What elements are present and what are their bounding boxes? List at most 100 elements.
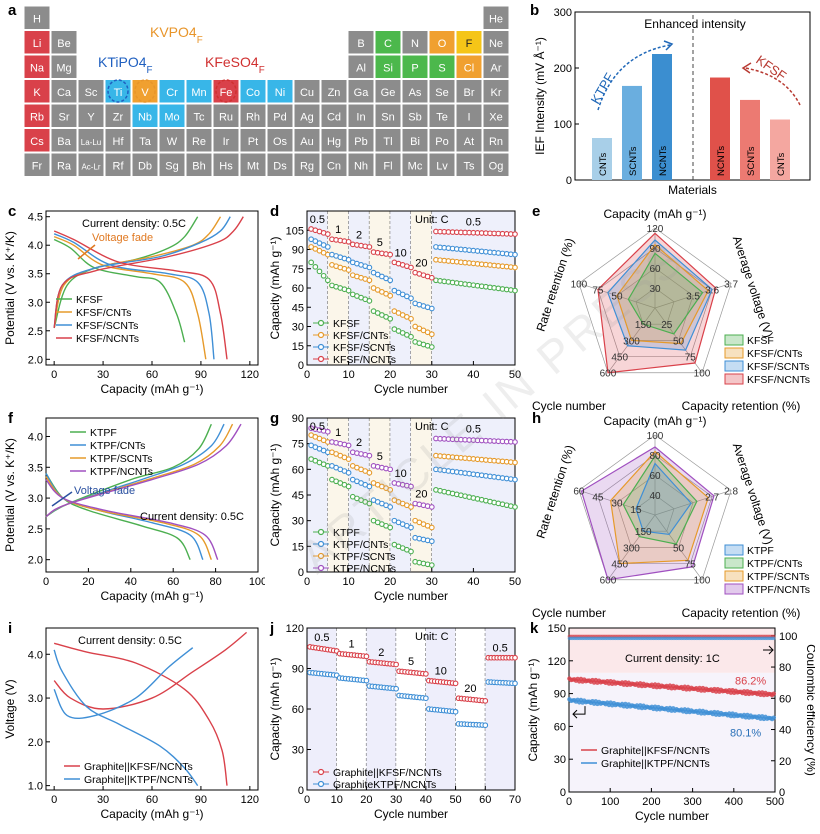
element-cell <box>482 54 510 79</box>
element-cell <box>293 103 321 128</box>
element-cell <box>50 54 78 79</box>
x-tick-label: 30 <box>97 369 109 381</box>
panel-label-c: c <box>8 203 17 220</box>
legend-label: Graphite||KTPF/NCNTs <box>84 774 193 786</box>
data-point <box>387 315 394 322</box>
chart-c: 0 30 60 90 120 2.0 2.5 3.0 3.5 4.0 4.5 Capacity (mA… <box>3 210 259 396</box>
trend-arrow <box>597 44 671 111</box>
element-cell <box>401 30 429 55</box>
element-cell <box>455 103 483 128</box>
unit-label: Unit: C <box>415 631 449 643</box>
rate-band <box>366 628 397 790</box>
y-tick-label: 3.0 <box>28 297 43 309</box>
element-symbol: Hf <box>113 136 125 148</box>
element-cell <box>374 54 402 79</box>
y-tick-label: 15 <box>292 341 304 353</box>
bar-category-label: SCNTs <box>746 146 757 176</box>
series-line-charge <box>45 423 242 518</box>
element-cell <box>428 54 456 79</box>
series-line-discharge <box>53 238 186 343</box>
element-symbol: H <box>33 13 41 25</box>
element-Zr: Zr <box>104 103 132 128</box>
data-point <box>512 264 518 271</box>
data-point <box>428 504 435 510</box>
element-symbol: Sg <box>165 160 178 172</box>
element-cell <box>455 79 483 104</box>
y-tick-label: 0 <box>560 787 566 799</box>
highlight-ring <box>107 79 129 103</box>
legend-label: Graphite||KFSF/NCNTs <box>84 761 193 773</box>
element-cell <box>23 30 51 55</box>
element-symbol: Ar <box>491 62 502 74</box>
rate-label: 20 <box>464 683 476 695</box>
element-symbol: Ds <box>273 160 287 172</box>
data-point <box>387 487 394 493</box>
element-cell <box>347 152 375 177</box>
element-Be: Be <box>50 30 78 55</box>
series-line-discharge <box>53 233 215 360</box>
radar-axis-label: Capacity (mAh g⁻¹) <box>603 207 706 221</box>
radar-tick-label: 30 <box>611 499 623 510</box>
element-symbol: Re <box>192 136 206 148</box>
plot-frame <box>568 627 776 793</box>
element-Al: Al <box>347 54 375 79</box>
element-symbol: Nh <box>354 160 368 172</box>
x-tick-label: 40 <box>467 369 479 381</box>
element-symbol: F <box>466 38 473 50</box>
element-cell <box>482 79 510 104</box>
data-point <box>771 715 776 720</box>
element-symbol: Mc <box>408 160 423 172</box>
element-cell <box>185 79 213 104</box>
rate-label: 5 <box>408 656 414 668</box>
element-cell <box>23 128 51 153</box>
element-cell <box>77 128 105 153</box>
radar-tick-label: 75 <box>592 285 604 296</box>
y-tick-label: 3.5 <box>28 462 43 474</box>
periodic-table: H He Li Be B C N O F Ne Na Mg Al Si P S Cl Ar K Ca Sc Ti V Cr Mn… <box>23 5 510 177</box>
element-cell <box>131 103 159 128</box>
element-symbol: Fl <box>383 160 392 172</box>
annotation-arrow <box>77 244 96 260</box>
panel-label-e: e <box>532 203 541 220</box>
annotation: Current density: 1C <box>625 653 720 665</box>
legend-marker <box>317 552 325 560</box>
y-tick-label: 3.0 <box>28 493 43 505</box>
rate-band <box>348 211 370 365</box>
x-tick-label: 0 <box>566 796 572 808</box>
element-cell <box>482 30 510 55</box>
element-symbol: Db <box>138 160 152 172</box>
data-point <box>428 274 435 281</box>
data-point <box>324 231 331 237</box>
element-cell <box>158 103 186 128</box>
data-point <box>366 244 373 250</box>
data-point <box>366 483 373 490</box>
element-symbol: Au <box>300 136 313 148</box>
element-Tc: Tc <box>185 103 213 128</box>
radar-tick-label: 450 <box>611 560 628 571</box>
element-cell <box>320 152 348 177</box>
radar-grid <box>597 247 713 357</box>
element-cell <box>185 103 213 128</box>
chart-f: 0 20 40 60 80 100 2.0 2.5 3.0 3.5 4.0 Capacity (mAh… <box>3 417 265 603</box>
element-cell <box>293 128 321 153</box>
panel-label-k: k <box>530 620 539 637</box>
data-point <box>324 428 331 435</box>
element-Sr: Sr <box>50 103 78 128</box>
element-symbol: Ti <box>114 87 123 99</box>
x-axis-label: Cycle number <box>374 589 448 603</box>
element-symbol: Ts <box>464 160 476 172</box>
data-point <box>345 287 352 294</box>
element-cell <box>131 128 159 153</box>
element-symbol: Nb <box>138 111 152 123</box>
legend-marker <box>317 343 325 351</box>
x-tick-label: 40 <box>420 794 432 806</box>
element-Si: Si <box>374 54 402 79</box>
y-tick-label: 2.5 <box>28 524 43 536</box>
data-point <box>387 504 394 510</box>
series-line-discharge <box>53 649 199 787</box>
y2-axis-label: Coulombic efficiency (%) <box>804 644 815 776</box>
element-Cs: Cs <box>23 128 51 153</box>
y-tick-label: 60 <box>292 464 304 476</box>
data-point <box>345 469 352 476</box>
element-H: H <box>23 5 51 30</box>
